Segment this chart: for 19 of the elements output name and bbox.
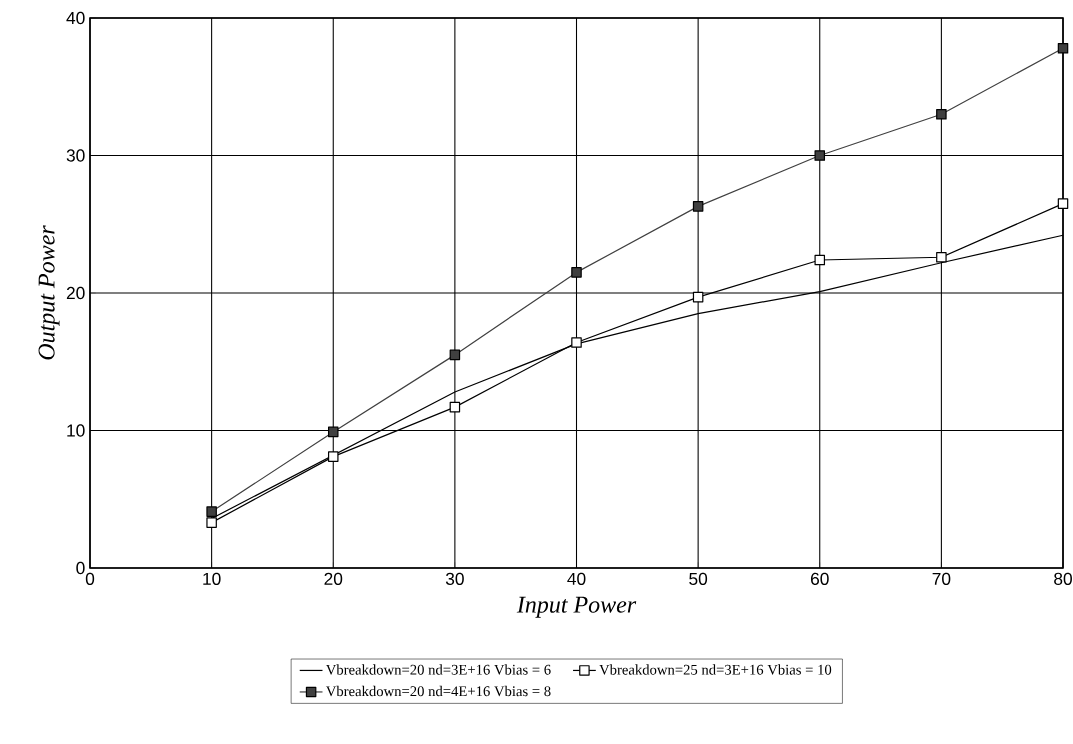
y-axis-title: Output Power — [38, 225, 60, 360]
x-axis-title: Input Power — [516, 596, 637, 618]
legend-label: Vbreakdown=25 nd=3E+16 Vbias = 10 — [599, 664, 832, 675]
x-tick-label: 70 — [932, 572, 951, 585]
x-tick-label: 10 — [203, 572, 221, 585]
x-tick-label: 60 — [811, 572, 829, 585]
x-tick-label: 50 — [689, 572, 708, 585]
x-tick-label: 0 — [85, 572, 95, 585]
y-tick-label: 30 — [66, 149, 85, 162]
y-tick-label: 10 — [67, 424, 85, 437]
x-tick-label: 40 — [567, 572, 586, 585]
legend-label: Vbreakdown=20 nd=4E+16 Vbias = 8 — [325, 685, 551, 697]
x-tick-label: 30 — [445, 572, 464, 585]
y-tick-label: 20 — [66, 286, 85, 300]
y-tick-label: 0 — [76, 561, 85, 575]
x-tick-label: 80 — [1054, 572, 1072, 585]
y-tick-label: 40 — [66, 11, 85, 25]
legend-label: Vbreakdown=20 nd=3E+16 Vbias = 6 — [325, 664, 551, 675]
x-tick-label: 20 — [324, 572, 343, 585]
